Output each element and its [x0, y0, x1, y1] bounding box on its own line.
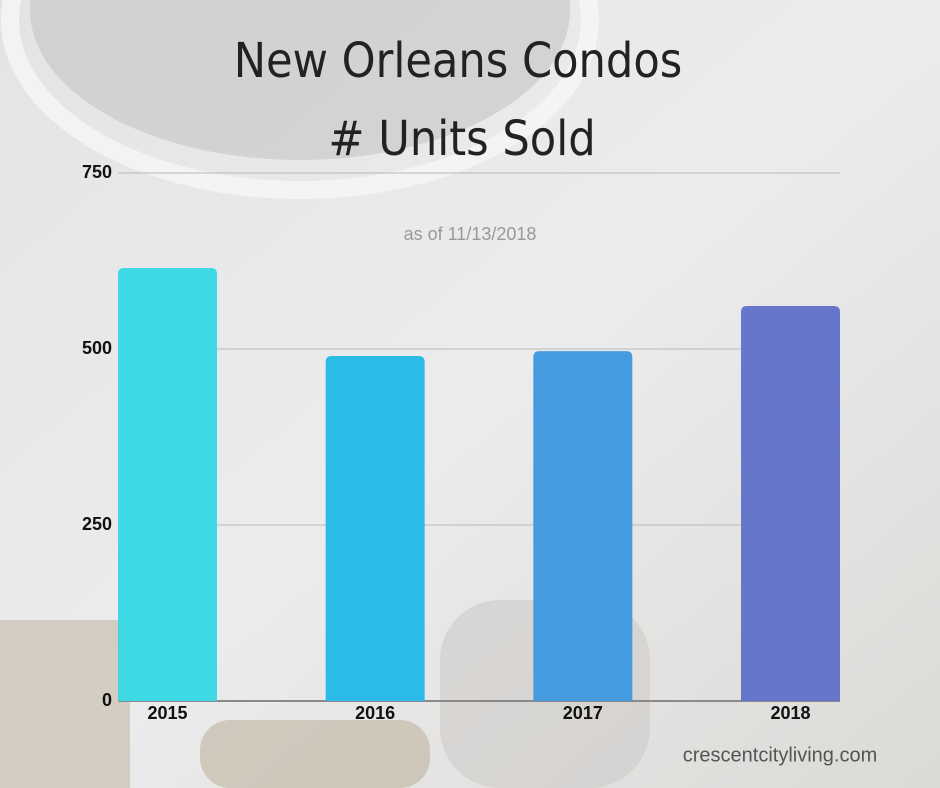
x-tick-label: 2017 — [563, 703, 603, 723]
chart-title: # Units Sold — [328, 111, 595, 167]
basket-decoration — [200, 720, 430, 788]
plot-area: 0 250 500 750 2015 2016 2017 2018 — [82, 162, 840, 723]
bar — [325, 356, 425, 701]
chart-title: New Orleans Condos — [234, 33, 683, 89]
bar — [533, 351, 633, 701]
source-label: crescentcityliving.com — [683, 744, 878, 766]
bar — [118, 268, 217, 701]
bar — [741, 306, 840, 701]
mirror-decoration — [1, 0, 599, 199]
x-tick-label: 2015 — [147, 703, 187, 723]
x-tick-label: 2018 — [770, 703, 810, 723]
chart-subtitle: as of 11/13/2018 — [404, 224, 537, 244]
y-tick-label: 250 — [82, 514, 112, 534]
basket-decoration — [0, 620, 130, 788]
y-tick-label: 0 — [102, 690, 112, 710]
x-tick-label: 2016 — [355, 703, 395, 723]
mirror-decoration — [30, 0, 570, 160]
y-tick-label: 500 — [82, 338, 112, 358]
y-tick-label: 750 — [82, 162, 112, 182]
